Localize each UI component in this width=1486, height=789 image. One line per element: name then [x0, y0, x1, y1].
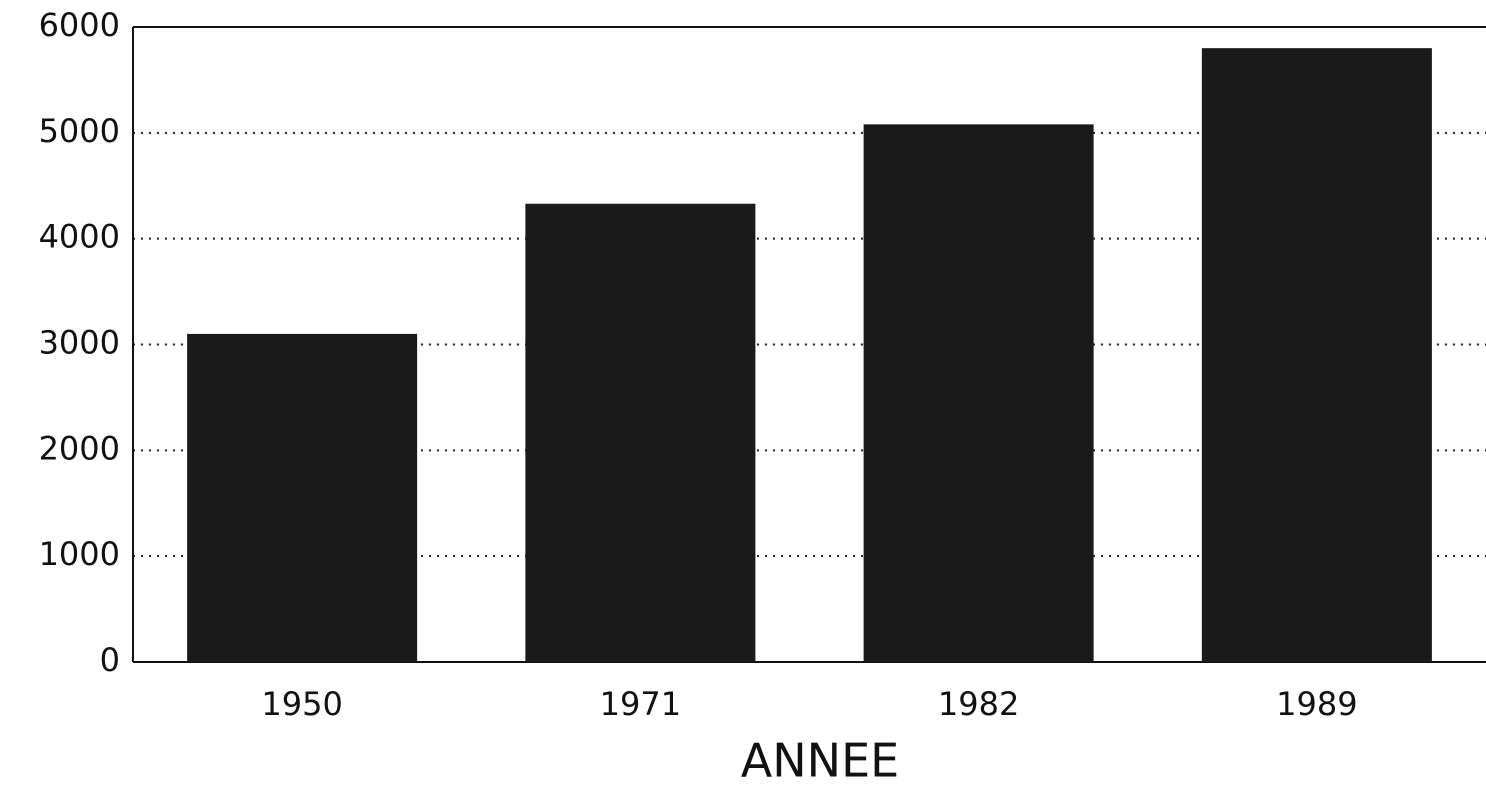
y-tick-label: 4000 — [39, 218, 120, 256]
bar — [187, 333, 418, 662]
x-tick-label: 1950 — [261, 685, 342, 723]
y-tick-label: 6000 — [39, 6, 120, 44]
x-tick-label: 1989 — [1276, 685, 1357, 723]
y-tick-label: 5000 — [39, 112, 120, 150]
y-tick-label: 2000 — [39, 429, 120, 467]
x-tick-label: 1971 — [600, 685, 681, 723]
y-tick-label: 3000 — [39, 324, 120, 362]
x-tick-label: 1982 — [938, 685, 1019, 723]
bar — [525, 203, 756, 662]
y-tick-label: 1000 — [39, 535, 120, 573]
x-axis-label: ANNEE — [741, 734, 899, 786]
y-tick-label: 0 — [100, 641, 120, 679]
bar — [863, 124, 1094, 662]
bar — [1201, 48, 1432, 662]
